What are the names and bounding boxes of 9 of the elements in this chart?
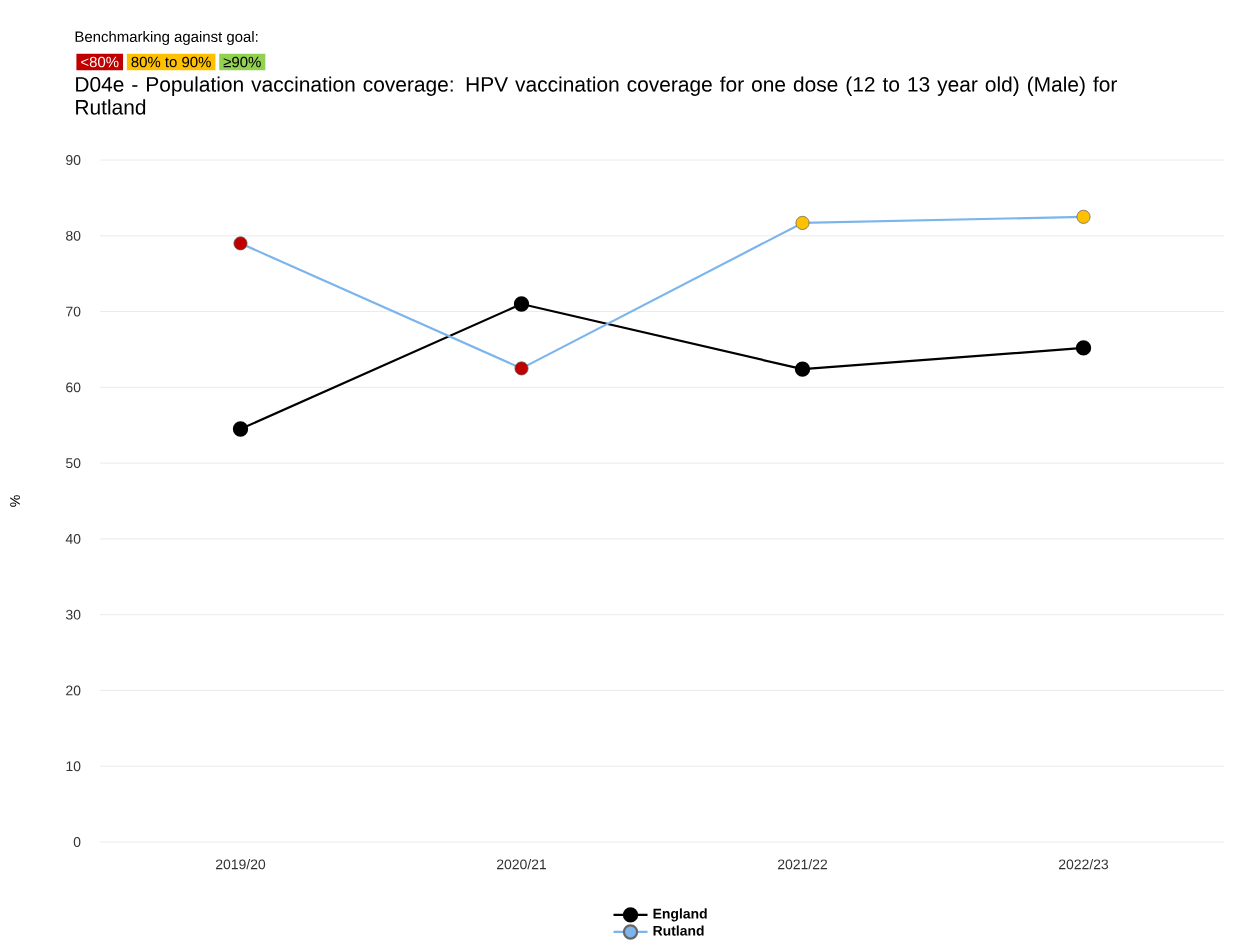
point	[233, 236, 248, 251]
point	[1075, 340, 1092, 356]
point	[513, 296, 530, 312]
point	[232, 421, 249, 437]
point	[514, 361, 529, 376]
point	[1076, 209, 1091, 224]
point	[795, 215, 810, 230]
chart-title: D04e - Population vaccination coverage: HPV vaccination coverage for one dose (12 to 13 year old) (Male) for Rutland	[76, 76, 1117, 115]
point	[794, 361, 811, 377]
